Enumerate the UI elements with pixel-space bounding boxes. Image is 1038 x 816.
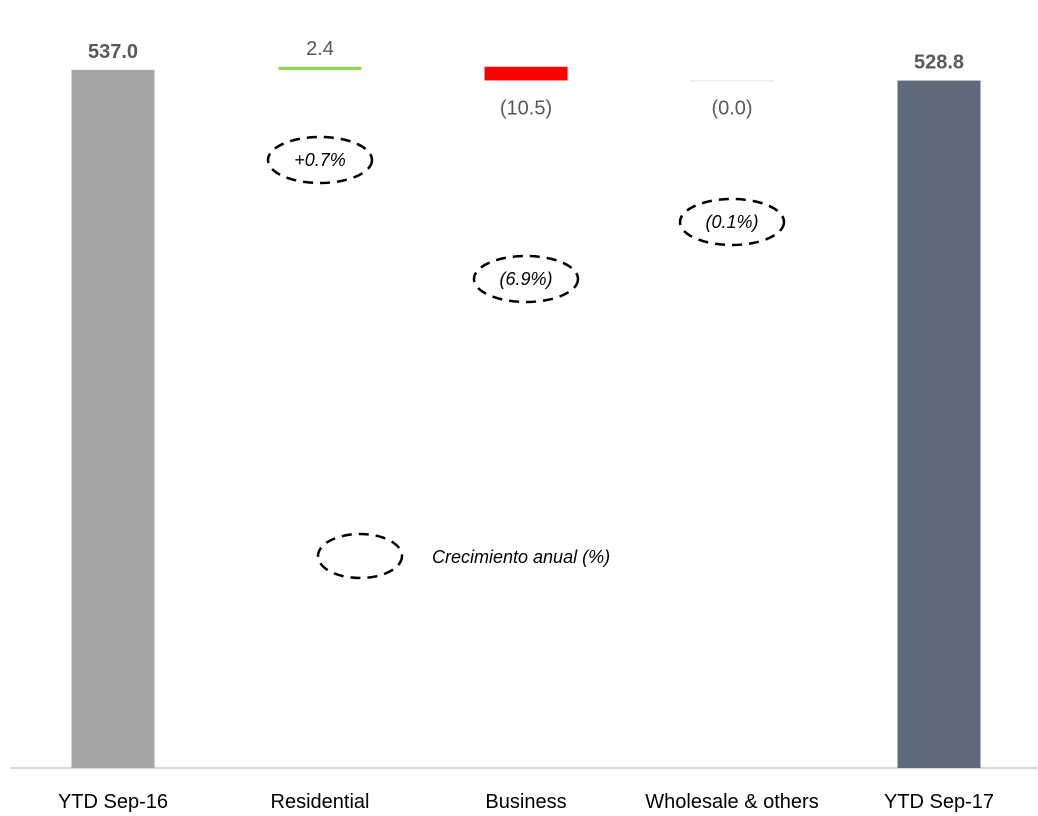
value-label-1: 2.4 — [306, 38, 334, 60]
category-label-3: Wholesale & others — [645, 791, 818, 813]
legend-label: Crecimiento anual (%) — [432, 547, 610, 567]
category-label-0: YTD Sep-16 — [58, 791, 168, 813]
value-label-0: 537.0 — [88, 41, 138, 63]
bar-2 — [484, 66, 568, 81]
growth-label-2: (6.9%) — [499, 269, 552, 289]
growth-label-3: (0.1%) — [705, 212, 758, 232]
growth-dashed-ellipse-icon-3 — [678, 197, 786, 247]
legend-dashed-ellipse-icon — [316, 532, 404, 580]
category-label-4: YTD Sep-17 — [884, 791, 994, 813]
value-label-2: (10.5) — [500, 97, 552, 119]
bar-4 — [897, 80, 981, 768]
bar-3 — [690, 80, 774, 82]
growth-dashed-ellipse-icon-2 — [472, 254, 580, 304]
category-label-1: Residential — [271, 791, 370, 813]
bar-1 — [278, 66, 362, 70]
growth-dashed-ellipse-icon-1 — [266, 135, 374, 185]
category-label-2: Business — [485, 791, 566, 813]
value-label-4: 528.8 — [914, 52, 964, 74]
growth-label-1: +0.7% — [294, 150, 346, 170]
value-label-3: (0.0) — [711, 97, 752, 119]
bar-0 — [71, 69, 155, 768]
legend: Crecimiento anual (%) — [316, 532, 610, 580]
